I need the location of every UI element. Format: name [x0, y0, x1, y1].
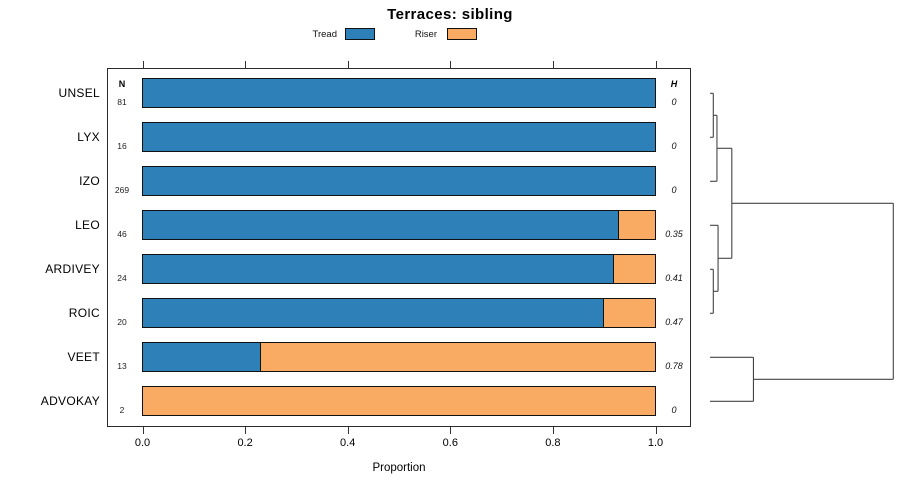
row-label-unsel: UNSEL [58, 85, 100, 100]
legend-label-tread: Tread [312, 29, 337, 40]
row-label-roic: ROIC [68, 305, 100, 320]
plot-box [107, 68, 691, 427]
h-value-izo: 0 [671, 184, 677, 195]
riser-segment [260, 343, 655, 372]
row-label-ardivey: ARDIVEY [45, 261, 100, 276]
legend-swatch-tread [345, 27, 375, 40]
row-label-leo: LEO [75, 217, 100, 232]
n-value-leo: 46 [117, 228, 127, 239]
tread-segment [143, 211, 620, 240]
stacked-bar-ardivey [142, 254, 656, 285]
x-tick-top [245, 61, 247, 68]
h-value-lyx: 0 [671, 140, 677, 151]
n-value-roic: 20 [117, 316, 127, 327]
n-value-izo: 269 [114, 184, 130, 195]
x-tick-label: 0.8 [545, 437, 561, 449]
h-value-unsel: 0 [671, 96, 677, 107]
riser-segment [614, 255, 655, 284]
tread-segment [143, 343, 261, 372]
stacked-bar-advokay [142, 386, 656, 417]
h-value-advokay: 0 [671, 404, 677, 415]
tread-segment [143, 299, 604, 328]
x-tick-top [655, 61, 657, 68]
n-value-ardivey: 24 [117, 272, 127, 283]
stacked-bar-izo [142, 166, 656, 197]
legend-label-riser: Riser [414, 29, 437, 40]
chart-title: Terraces: sibling [387, 6, 513, 23]
stacked-bar-unsel [142, 78, 656, 109]
x-tick-top [347, 61, 349, 68]
x-tick-bottom [245, 427, 247, 434]
riser-segment [143, 387, 655, 416]
x-tick-bottom [655, 427, 657, 434]
tread-segment [143, 167, 655, 196]
x-tick-bottom [552, 427, 555, 434]
x-tick-label: 0.6 [442, 437, 458, 449]
stacked-bar-roic [142, 298, 656, 329]
h-column-header: H [670, 79, 678, 89]
stacked-bar-leo [142, 210, 656, 241]
stacked-bar-lyx [142, 122, 656, 153]
stacked-bar-veet [142, 342, 656, 373]
h-value-ardivey: 0.41 [665, 272, 683, 283]
n-column-header: N [118, 79, 126, 89]
legend-swatch-riser [447, 27, 477, 40]
x-tick-label: 0.2 [237, 437, 253, 449]
riser-segment [619, 211, 655, 240]
riser-segment [603, 299, 655, 328]
n-value-unsel: 81 [117, 96, 127, 107]
h-value-leo: 0.35 [665, 228, 683, 239]
x-tick-label: 1.0 [647, 437, 664, 449]
h-value-roic: 0.47 [665, 316, 683, 327]
row-label-advokay: ADVOKAY [40, 393, 100, 408]
row-label-veet: VEET [67, 349, 100, 364]
x-tick-top [142, 61, 144, 68]
n-value-advokay: 2 [119, 404, 125, 415]
h-value-veet: 0.78 [665, 360, 683, 371]
x-tick-label: 0.4 [340, 437, 356, 449]
x-tick-label: 0.0 [134, 437, 151, 449]
tread-segment [143, 255, 615, 284]
tread-segment [143, 79, 655, 108]
x-tick-top [450, 61, 452, 68]
n-value-veet: 13 [117, 360, 127, 371]
x-tick-bottom [347, 427, 349, 434]
x-axis-label: Proportion [372, 462, 426, 474]
n-value-lyx: 16 [117, 140, 127, 151]
x-tick-bottom [142, 427, 144, 434]
x-tick-bottom [450, 427, 452, 434]
row-label-izo: IZO [79, 173, 100, 188]
row-label-lyx: LYX [77, 129, 100, 144]
x-tick-top [552, 61, 555, 68]
tread-segment [143, 123, 655, 152]
